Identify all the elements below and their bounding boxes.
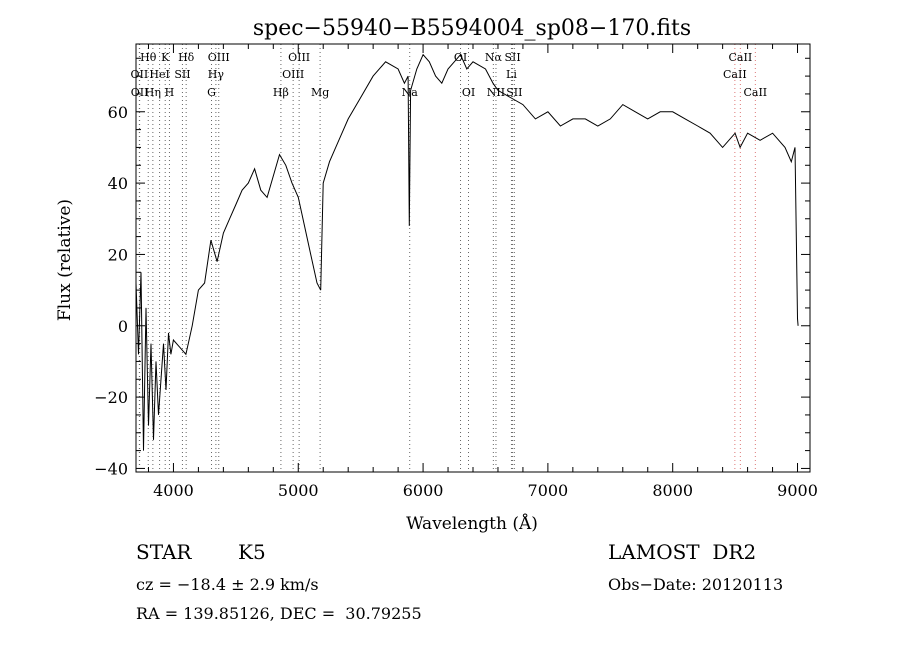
spectral-line-label: CaII [743, 86, 767, 99]
x-tick-label: 5000 [278, 481, 319, 500]
subclass: K5 [238, 540, 266, 564]
ra-dec-coordinates: RA = 139.85126, DEC = 30.79255 [136, 604, 422, 623]
y-tick-label: 40 [108, 174, 128, 193]
x-tick-label: 9000 [777, 481, 818, 500]
spectral-line-label: OI [462, 86, 475, 99]
spectral-line-label: HeI [149, 68, 169, 81]
spectral-line-label: Hγ [208, 68, 225, 81]
x-tick-label: 6000 [403, 481, 444, 500]
x-tick-label: 7000 [528, 481, 569, 500]
spectral-line-label: OIII [282, 68, 304, 81]
spectral-line-label: G [207, 86, 216, 99]
spectral-line-label: K [161, 51, 170, 64]
x-tick-label: 8000 [652, 481, 693, 500]
spectral-line-label: Hβ [273, 86, 289, 99]
spectral-line-label: Na [402, 86, 419, 99]
spectral-line-label: OII [131, 86, 149, 99]
spectral-line-label: OIII [208, 51, 230, 64]
y-tick-label: 20 [108, 245, 128, 264]
spectral-line-label: SII [174, 68, 190, 81]
y-axis-label: Flux (relative) [55, 199, 75, 321]
chart-title: spec−55940−B5594004_sp08−170.fits [253, 16, 691, 41]
survey-label: LAMOST DR2 [608, 540, 757, 564]
x-tick-label: 4000 [153, 481, 194, 500]
plot-frame [135, 43, 811, 473]
y-tick-label: −40 [94, 459, 128, 478]
object-class: STAR [136, 540, 192, 564]
x-axis-label: Wavelength (Å) [406, 513, 538, 534]
spectral-line-label: Hδ [178, 51, 195, 64]
spectral-line-label: Mg [311, 86, 329, 99]
y-tick-label: 60 [108, 103, 128, 122]
spectral-line-label: OIII [288, 51, 310, 64]
spectrum-series-line [135, 53, 799, 451]
redshift-cz: cz = −18.4 ± 2.9 km/s [136, 575, 319, 594]
spectral-line-label: SII [506, 86, 522, 99]
axis-ticks: 4000 5000 6000 7000 8000 9000 −40 −20 0 20 40 60 [94, 44, 818, 500]
spectral-line-label: Li [506, 68, 517, 81]
obs-date: Obs−Date: 20120113 [608, 575, 784, 594]
spectral-line-label: SII [504, 51, 520, 64]
spectral-line-label: NII [487, 86, 505, 99]
spectral-line-label: H [165, 86, 175, 99]
y-tick-label: −20 [94, 388, 128, 407]
spectral-line-label: CaII [723, 68, 747, 81]
spectral-line-label: Hθ [140, 51, 157, 64]
spectral-line-label: OI [454, 51, 467, 64]
spectral-line-label: CaII [729, 51, 753, 64]
spectral-line-label: Hη [145, 86, 161, 99]
y-tick-label: 0 [118, 317, 128, 336]
spectral-line-label: Nα [485, 51, 503, 64]
spectral-line-label: OII [131, 68, 149, 81]
